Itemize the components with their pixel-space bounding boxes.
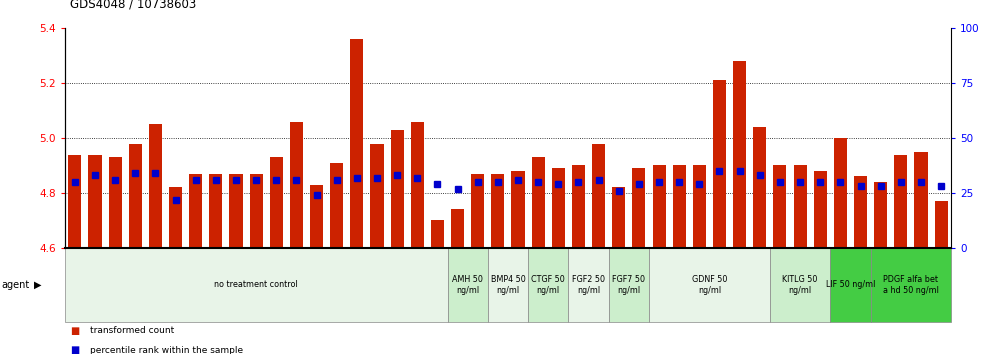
Bar bbox=[351, 39, 364, 248]
Bar bbox=[148, 124, 162, 248]
Text: CTGF 50
ng/ml: CTGF 50 ng/ml bbox=[532, 275, 565, 295]
Text: FGF7 50
ng/ml: FGF7 50 ng/ml bbox=[613, 275, 645, 295]
Bar bbox=[934, 201, 947, 248]
Bar bbox=[914, 152, 927, 248]
Text: agent: agent bbox=[1, 280, 29, 290]
Bar bbox=[592, 143, 606, 248]
Text: KITLG 50
ng/ml: KITLG 50 ng/ml bbox=[783, 275, 818, 295]
Bar bbox=[649, 248, 770, 322]
Bar bbox=[447, 248, 488, 322]
Bar bbox=[371, 143, 383, 248]
Bar bbox=[770, 248, 831, 322]
Text: ▶: ▶ bbox=[34, 280, 42, 290]
Bar bbox=[814, 171, 827, 248]
Text: LIF 50 ng/ml: LIF 50 ng/ml bbox=[826, 280, 875, 290]
Bar bbox=[310, 185, 323, 248]
Bar bbox=[209, 174, 222, 248]
Bar bbox=[794, 165, 807, 248]
Bar bbox=[189, 174, 202, 248]
Text: no treatment control: no treatment control bbox=[214, 280, 298, 290]
Bar bbox=[471, 174, 484, 248]
Text: BMP4 50
ng/ml: BMP4 50 ng/ml bbox=[491, 275, 525, 295]
Bar bbox=[65, 248, 447, 322]
Bar bbox=[491, 174, 504, 248]
Bar bbox=[652, 165, 665, 248]
Bar bbox=[672, 165, 686, 248]
Bar bbox=[250, 174, 263, 248]
Bar bbox=[632, 168, 645, 248]
Bar bbox=[390, 130, 403, 248]
Bar bbox=[270, 157, 283, 248]
Text: transformed count: transformed count bbox=[90, 326, 174, 336]
Bar bbox=[488, 248, 528, 322]
Text: ■: ■ bbox=[70, 346, 79, 354]
Bar bbox=[569, 248, 609, 322]
Bar bbox=[831, 248, 871, 322]
Text: AMH 50
ng/ml: AMH 50 ng/ml bbox=[452, 275, 483, 295]
Bar bbox=[609, 248, 649, 322]
Bar bbox=[69, 154, 82, 248]
Bar bbox=[290, 122, 303, 248]
Bar bbox=[713, 80, 726, 248]
Text: PDGF alfa bet
a hd 50 ng/ml: PDGF alfa bet a hd 50 ng/ml bbox=[882, 275, 939, 295]
Bar bbox=[753, 127, 766, 248]
Text: FGF2 50
ng/ml: FGF2 50 ng/ml bbox=[572, 275, 605, 295]
Bar bbox=[871, 248, 951, 322]
Bar bbox=[330, 163, 344, 248]
Bar bbox=[410, 122, 424, 248]
Bar bbox=[693, 165, 706, 248]
Bar bbox=[874, 182, 887, 248]
Bar bbox=[431, 220, 444, 248]
Bar bbox=[894, 154, 907, 248]
Text: ■: ■ bbox=[70, 326, 79, 336]
Bar bbox=[512, 171, 525, 248]
Bar bbox=[229, 174, 243, 248]
Bar bbox=[854, 176, 868, 248]
Bar bbox=[613, 187, 625, 248]
Bar bbox=[89, 154, 102, 248]
Bar bbox=[128, 143, 141, 248]
Text: percentile rank within the sample: percentile rank within the sample bbox=[90, 346, 243, 354]
Bar bbox=[773, 165, 787, 248]
Bar bbox=[528, 248, 569, 322]
Bar bbox=[572, 165, 585, 248]
Bar bbox=[552, 168, 565, 248]
Text: GDNF 50
ng/ml: GDNF 50 ng/ml bbox=[692, 275, 727, 295]
Bar bbox=[451, 209, 464, 248]
Text: GDS4048 / 10738603: GDS4048 / 10738603 bbox=[70, 0, 196, 11]
Bar bbox=[733, 61, 746, 248]
Bar bbox=[169, 187, 182, 248]
Bar bbox=[532, 157, 545, 248]
Bar bbox=[109, 157, 122, 248]
Bar bbox=[834, 138, 847, 248]
